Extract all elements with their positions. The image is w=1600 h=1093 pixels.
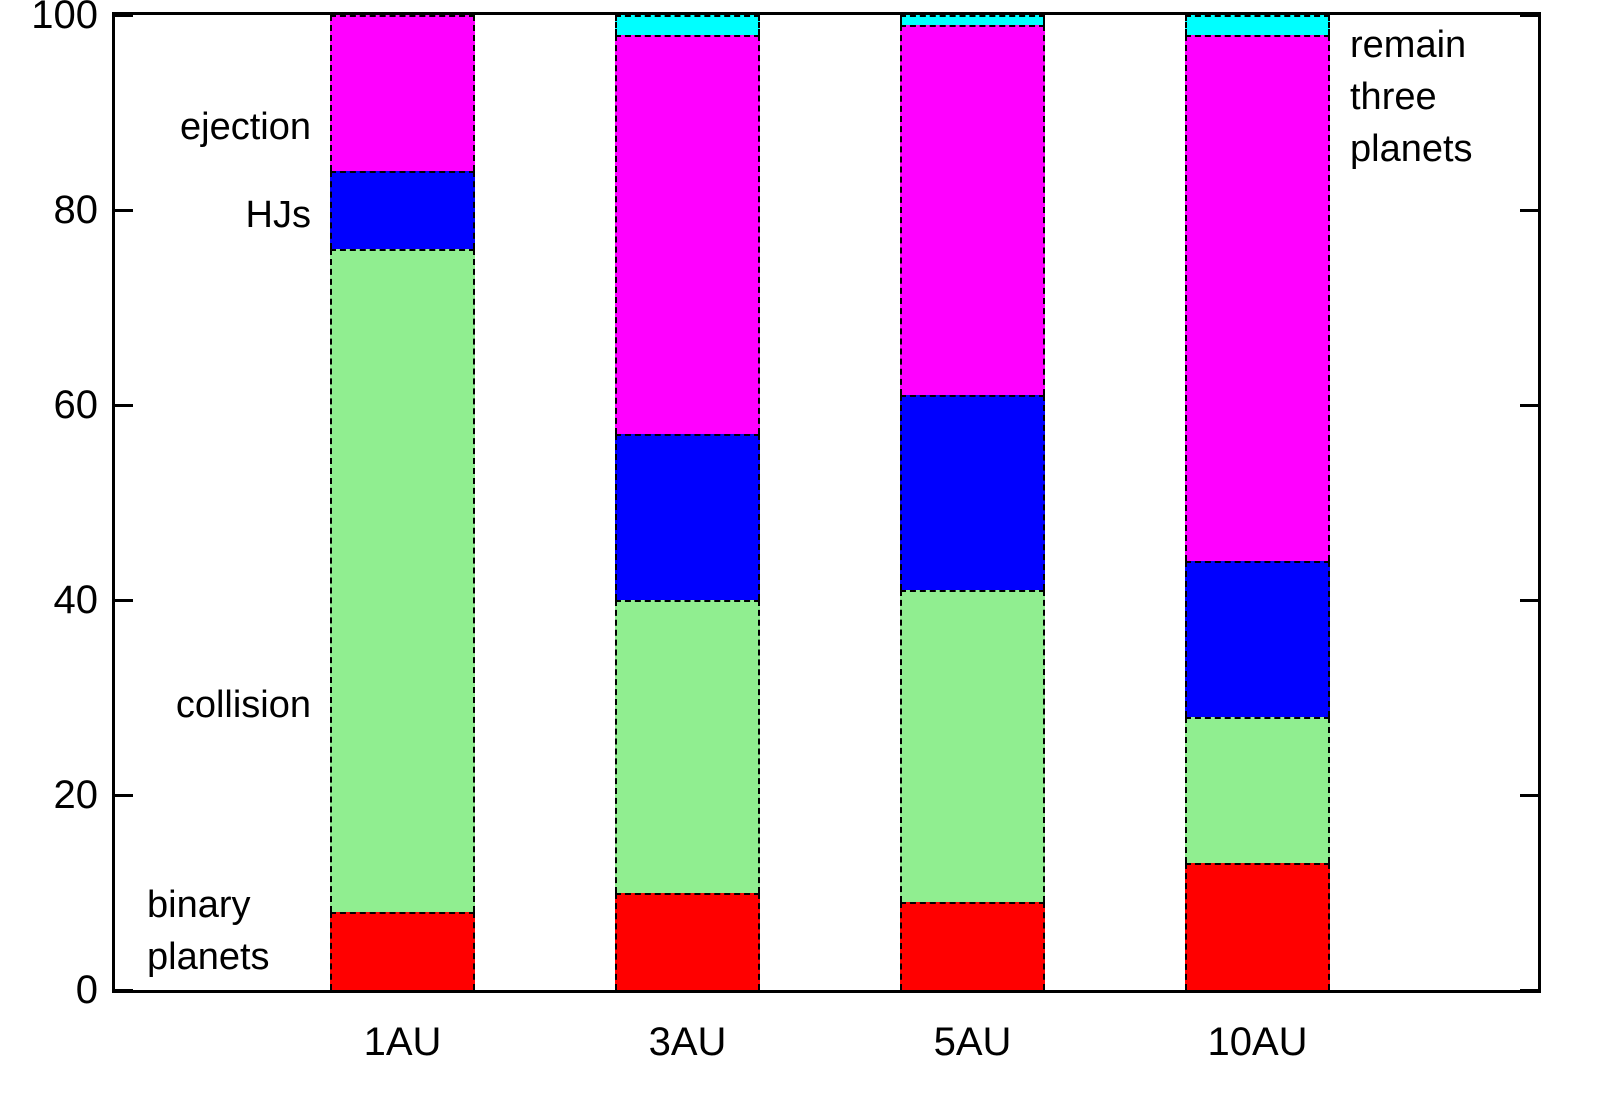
x-tick-label: 3AU (648, 1020, 727, 1064)
plot-area: ejection HJs collision binary planets re… (112, 12, 1541, 993)
y-tick-mark (1520, 403, 1538, 407)
bar-segment-ejection (615, 34, 760, 435)
y-tick-label: 60 (53, 383, 99, 427)
y-tick-mark (1520, 598, 1538, 602)
y-tick-label: 100 (31, 0, 98, 37)
y-tick-mark (115, 403, 133, 407)
bar-segment-collision (1185, 717, 1330, 864)
x-tick-label: 10AU (1207, 1020, 1308, 1064)
bar-segment-ejection (330, 15, 475, 171)
bar-segment-hjs (900, 395, 1045, 591)
y-tick-mark (1520, 13, 1538, 17)
bar-segment-ejection (900, 24, 1045, 396)
y-tick-mark (1520, 988, 1538, 992)
label-hjs: HJs (245, 194, 311, 236)
y-tick-mark (1520, 208, 1538, 212)
bar-segment-binary-planets (615, 892, 760, 990)
bar-segment-collision (615, 600, 760, 893)
label-binary-planets: binary planets (147, 884, 270, 978)
label-collision: collision (175, 684, 311, 726)
y-tick-label: 40 (53, 578, 99, 622)
y-tick-label: 0 (75, 968, 98, 1012)
bar-segment-ejection (1185, 34, 1330, 561)
y-tick-mark (115, 13, 133, 17)
bar-segment-binary-planets (1185, 863, 1330, 990)
label-remain-three-planets: remain three planets (1350, 24, 1473, 170)
y-tick-mark (115, 793, 133, 797)
bar-segment-binary-planets (900, 902, 1045, 990)
bar-segment-collision (900, 590, 1045, 903)
y-tick-mark (115, 208, 133, 212)
bar-segment-remain-three-planets (1185, 15, 1330, 35)
bar-segment-remain-three-planets (900, 15, 1045, 25)
y-tick-mark (115, 988, 133, 992)
y-tick-label: 20 (53, 773, 99, 817)
y-tick-mark (1520, 793, 1538, 797)
bar-segment-collision (330, 249, 475, 912)
bar-segment-hjs (330, 171, 475, 249)
x-tick-label: 1AU (363, 1020, 442, 1064)
y-tick-mark (115, 598, 133, 602)
bar-segment-hjs (1185, 561, 1330, 717)
bar-segment-remain-three-planets (615, 15, 760, 35)
y-tick-label: 80 (53, 188, 99, 232)
x-tick-label: 5AU (933, 1020, 1012, 1064)
bar-segment-hjs (615, 434, 760, 600)
bar-segment-binary-planets (330, 912, 475, 990)
label-ejection: ejection (180, 106, 311, 148)
